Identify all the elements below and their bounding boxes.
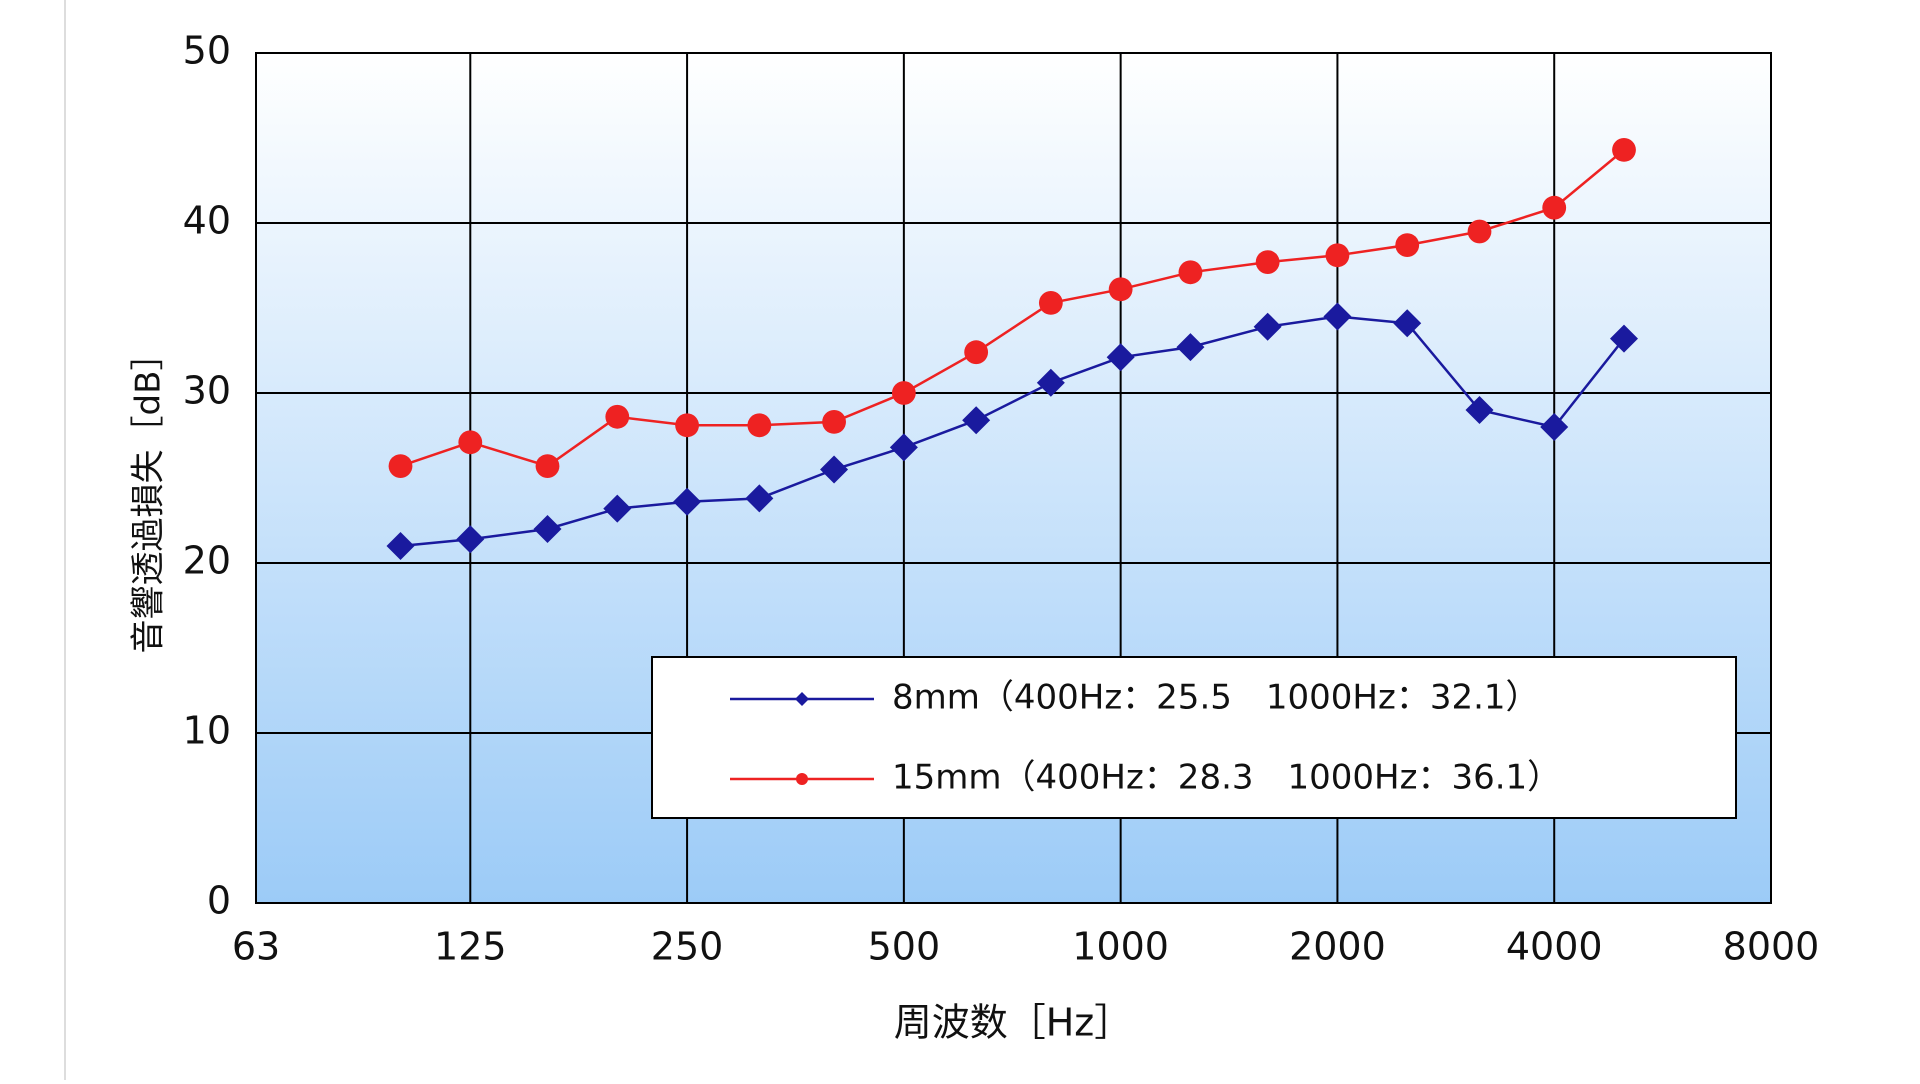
marker [1038, 291, 1063, 315]
legend-marker [795, 692, 809, 706]
x-axis-title: 周波数［Hz］ [894, 1001, 1133, 1045]
marker [456, 525, 485, 554]
data-line [400, 148, 1625, 468]
marker [820, 455, 849, 484]
marker [458, 430, 483, 455]
marker [603, 494, 632, 523]
marker [1542, 195, 1567, 220]
marker [1540, 413, 1569, 441]
marker [1106, 343, 1135, 372]
marker [1465, 396, 1494, 424]
marker [1323, 302, 1352, 331]
marker [388, 454, 413, 478]
marker [962, 406, 991, 435]
marker [1393, 309, 1422, 338]
marker [1395, 233, 1420, 257]
marker [535, 454, 560, 478]
data-line [400, 315, 1625, 548]
marker [1108, 277, 1133, 302]
y-tick-label: 40 [183, 199, 231, 243]
marker [747, 413, 772, 438]
marker [1253, 312, 1282, 341]
marker [533, 515, 562, 543]
legend-box [651, 656, 1737, 819]
x-tick-label: 1000 [1072, 925, 1169, 969]
y-tick-label: 30 [183, 369, 231, 413]
marker [1178, 260, 1203, 285]
marker [891, 381, 916, 405]
marker [822, 410, 846, 434]
y-axis-title: 音響透過損失［dB］ [129, 337, 169, 654]
x-tick-label: 63 [232, 925, 280, 969]
marker [1610, 324, 1639, 353]
marker [745, 484, 774, 513]
x-tick-label: 2000 [1289, 925, 1386, 969]
y-tick-label: 20 [183, 539, 231, 583]
marker [1467, 219, 1492, 244]
y-tick-label: 0 [207, 879, 231, 923]
marker [889, 433, 918, 462]
y-tick-label: 10 [183, 709, 231, 753]
x-tick-label: 500 [868, 925, 941, 969]
marker [605, 404, 630, 429]
legend-label: 15mm（400Hz：28.3 1000Hz：36.1） [892, 758, 1561, 798]
x-tick-label: 125 [434, 925, 507, 969]
legend-label: 8mm（400Hz：25.5 1000Hz：32.1） [892, 678, 1540, 718]
y-tick-label: 50 [183, 29, 231, 73]
x-tick-label: 8000 [1723, 925, 1820, 969]
marker [964, 340, 989, 365]
marker [675, 413, 699, 438]
marker [673, 487, 702, 516]
marker [1176, 333, 1205, 362]
marker [1036, 368, 1065, 397]
marker [1612, 138, 1636, 162]
x-tick-label: 250 [651, 925, 724, 969]
x-tick-label: 4000 [1506, 925, 1603, 969]
marker [1255, 250, 1280, 274]
marker [386, 532, 415, 560]
marker [1325, 243, 1350, 268]
legend-marker [796, 773, 808, 785]
plot-frame [255, 52, 1772, 904]
